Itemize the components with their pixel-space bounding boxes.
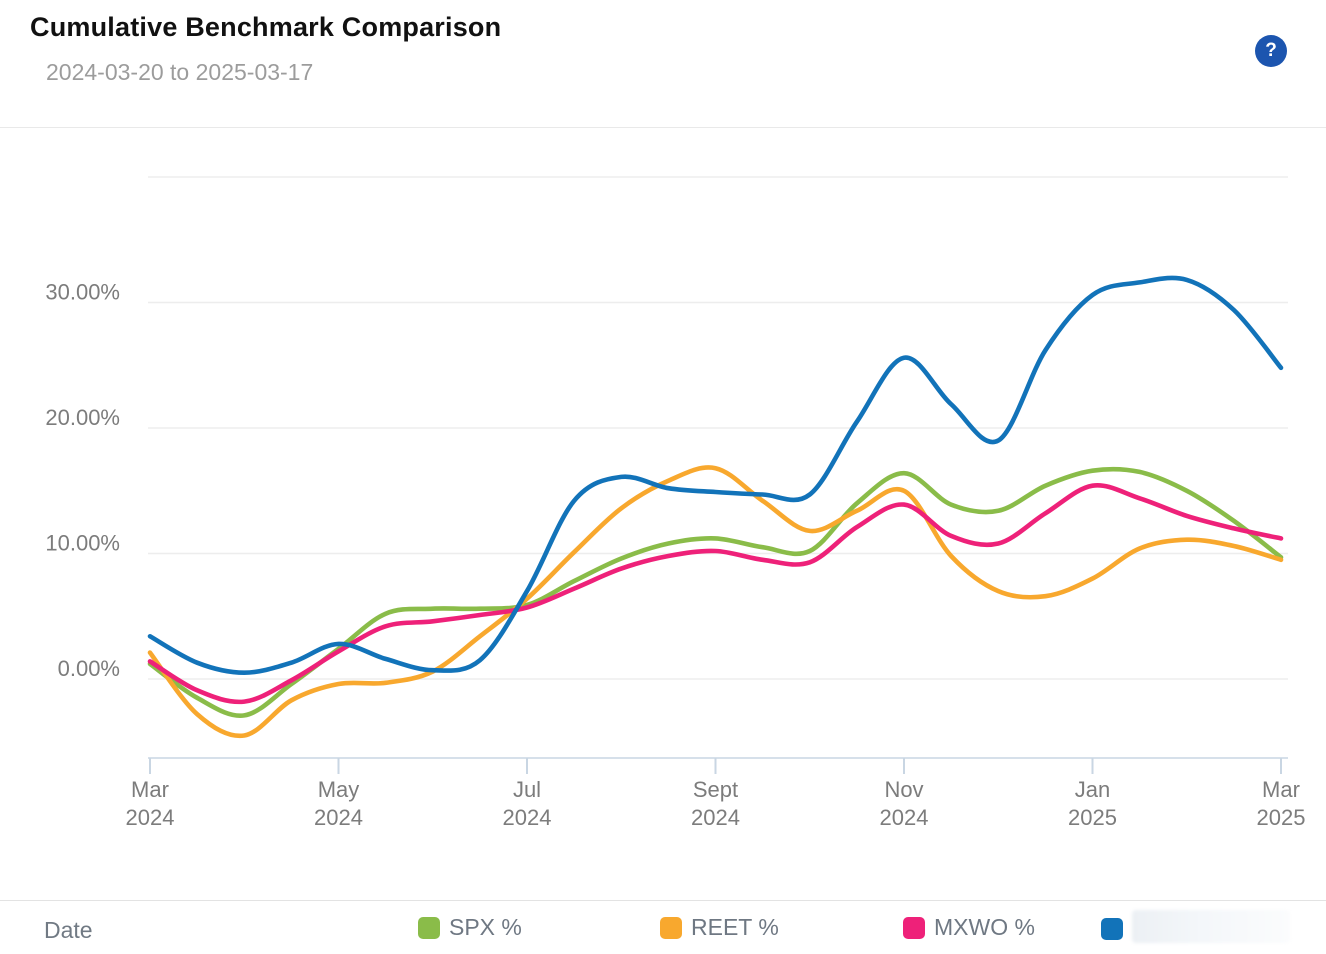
legend-label-reet: REET % [691, 914, 779, 940]
legend-swatch-spx [418, 916, 440, 939]
date-axis-label: Date [44, 917, 93, 943]
help-button[interactable]: ? [1255, 35, 1287, 67]
y-axis-label-10: 10.00% [45, 530, 120, 555]
legend-label-redacted-blur [1132, 910, 1290, 943]
x-axis-label-month-Jul-2024: Jul [513, 777, 541, 802]
legend-swatch-mxwo [903, 916, 925, 939]
x-axis-label-year-May-2024: 2024 [314, 805, 363, 830]
y-axis-label-30: 30.00% [45, 279, 120, 304]
x-axis-label-year-Sept-2024: 2024 [691, 805, 740, 830]
legend-item-reet[interactable]: REET % [660, 914, 779, 941]
x-axis-label-year-Jul-2024: 2024 [503, 805, 552, 830]
legend-item-mxwo[interactable]: MXWO % [903, 914, 1035, 941]
legend-divider [0, 900, 1326, 901]
x-axis-label-year-Mar-2025: 2025 [1257, 805, 1306, 830]
x-axis-label-year-Jan-2025: 2025 [1068, 805, 1117, 830]
x-axis-label-month-Mar-2025: Mar [1262, 777, 1300, 802]
series-line-redacted [147, 275, 1284, 675]
x-axis-label-year-Mar-2024: 2024 [126, 805, 175, 830]
series-line-reet [147, 465, 1284, 739]
legend-item-spx[interactable]: SPX % [418, 914, 522, 941]
y-axis-label-0: 0.00% [58, 656, 120, 681]
x-axis-label-month-Jan-2025: Jan [1075, 777, 1110, 802]
legend-item-series-4[interactable] [1101, 910, 1290, 943]
x-axis-label-month-Sept-2024: Sept [693, 777, 738, 802]
legend-label-mxwo: MXWO % [934, 914, 1035, 940]
x-axis-label-year-Nov-2024: 2024 [880, 805, 929, 830]
series-line-mxwo [147, 483, 1284, 705]
x-axis-label-month-Nov-2024: Nov [884, 777, 923, 802]
header-divider [0, 127, 1326, 128]
chart-legend: Date SPX % REET % MXWO % [0, 901, 1326, 954]
date-range-subtitle: 2024-03-20 to 2025-03-17 [46, 59, 314, 85]
legend-swatch-series-4 [1101, 917, 1123, 940]
page-title: Cumulative Benchmark Comparison [30, 12, 502, 42]
card-header: Cumulative Benchmark Comparison 2024-03-… [0, 0, 1326, 127]
y-axis-label-20: 20.00% [45, 405, 120, 430]
legend-swatch-reet [660, 916, 682, 939]
question-mark-icon: ? [1265, 40, 1277, 61]
x-axis-label-month-May-2024: May [318, 777, 360, 802]
legend-label-spx: SPX % [449, 914, 522, 940]
x-axis-label-month-Mar-2024: Mar [131, 777, 169, 802]
